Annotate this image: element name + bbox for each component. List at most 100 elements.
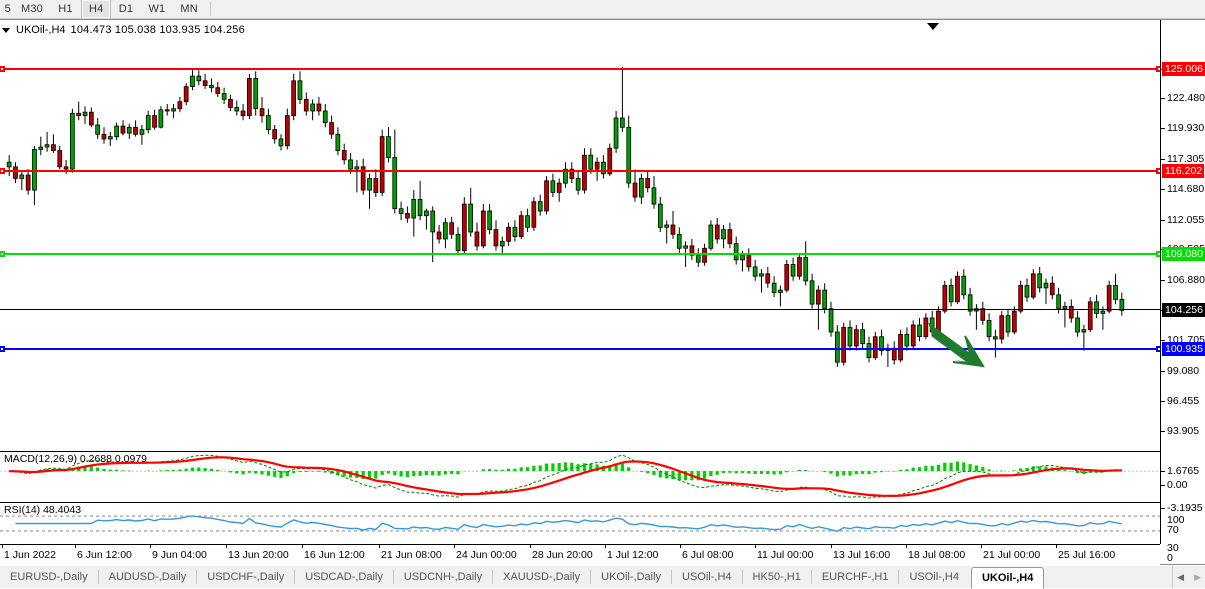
- axis-tick: [1161, 128, 1165, 129]
- time-axis-label: 1 Jun 2022: [4, 549, 56, 561]
- axis-tick: [1161, 98, 1165, 99]
- chart-tab-ukoildaily[interactable]: UKOil-,Daily: [591, 566, 671, 588]
- down-arrow-annotation[interactable]: [925, 320, 995, 370]
- macd-label: MACD(12,26,9) 0.2688 0.0979: [4, 453, 147, 465]
- level-handle-100-935[interactable]: [0, 346, 5, 352]
- time-axis-tick: [150, 545, 151, 548]
- chart-tab-usoilh4[interactable]: USOil-,H4: [899, 566, 969, 588]
- chart-tab-ukoilh4[interactable]: UKOil-,H4: [971, 567, 1044, 589]
- rsi-pane[interactable]: RSI(14) 48.4043: [0, 502, 1160, 544]
- axis-tick: [1161, 431, 1165, 432]
- chart-tab-xauusddaily[interactable]: XAUUSD-,Daily: [493, 566, 590, 588]
- time-axis-label: 13 Jun 20:00: [228, 549, 289, 561]
- time-axis-tick: [906, 545, 907, 548]
- chart-window: UKOil-,H4 104.473 105.038 103.935 104.25…: [0, 19, 1205, 565]
- rsi-series: [0, 503, 1160, 544]
- chart-tab-usoilh4[interactable]: USOil-,H4: [672, 566, 742, 588]
- time-axis-tick: [226, 545, 227, 548]
- price-axis[interactable]: 125.006 122.480 119.930 117.305 114.680 112.0…: [1160, 20, 1205, 544]
- macd-axis-tick: [1161, 508, 1165, 509]
- timeframe-mn[interactable]: MN: [173, 0, 206, 18]
- time-axis-tick: [302, 545, 303, 548]
- macd-axis-tick: [1161, 485, 1165, 486]
- macd-series: [0, 452, 1160, 501]
- timeframe-m30[interactable]: M30: [14, 0, 51, 18]
- price-tag-100-935[interactable]: 100.935: [1162, 342, 1205, 356]
- time-axis-label: 28 Jun 20:00: [532, 549, 593, 561]
- time-axis-label: 24 Jun 00:00: [456, 549, 517, 561]
- price-tag-125-006[interactable]: 125.006: [1162, 62, 1205, 76]
- candlestick-series: [0, 20, 1160, 450]
- macd-pane[interactable]: MACD(12,26,9) 0.2688 0.0979: [0, 451, 1160, 501]
- price-tag-116-202[interactable]: 116.202: [1162, 164, 1204, 178]
- macd-axis-label: 0.00: [1167, 479, 1187, 491]
- timeframe-w1[interactable]: W1: [141, 0, 173, 18]
- level-line-116-202[interactable]: [0, 170, 1160, 172]
- axis-label: 119.930: [1167, 122, 1204, 134]
- chart-tab-audusddaily[interactable]: AUDUSD-,Daily: [99, 566, 197, 588]
- time-axis-label: 16 Jun 12:00: [304, 549, 365, 561]
- axis-label: 122.480: [1167, 92, 1205, 104]
- timeframe-h4[interactable]: H4: [81, 0, 111, 18]
- axis-label: 93.905: [1167, 425, 1199, 437]
- time-axis-tick: [530, 545, 531, 548]
- time-axis-tick: [75, 545, 76, 548]
- ohlc-values: 104.473 105.038 103.935 104.256: [71, 24, 245, 36]
- time-axis-label: 21 Jul 00:00: [983, 549, 1040, 561]
- time-axis-tick: [831, 545, 832, 548]
- chart-tab-usdchfdaily[interactable]: USDCHF-,Daily: [197, 566, 294, 588]
- axis-label: 114.680: [1167, 183, 1204, 195]
- level-handle-116-202[interactable]: [0, 168, 5, 174]
- level-handle-109-080[interactable]: [0, 251, 5, 257]
- axis-label: 117.305: [1167, 153, 1204, 165]
- axis-label: 106.880: [1167, 274, 1205, 286]
- level-line-109-080[interactable]: [0, 253, 1160, 255]
- time-axis-tick: [755, 545, 756, 548]
- chart-tab-usdcnhdaily[interactable]: USDCNH-,Daily: [394, 566, 492, 588]
- triangle-down-icon[interactable]: [2, 28, 10, 33]
- axis-tick: [1161, 371, 1165, 372]
- chart-tab-eurchfh1[interactable]: EURCHF-,H1: [812, 566, 899, 588]
- axis-label: 112.055: [1167, 214, 1204, 226]
- level-handle-125-006[interactable]: [0, 66, 5, 72]
- time-axis-label: 18 Jul 08:00: [908, 549, 965, 561]
- chart-tab-usdcaddaily[interactable]: USDCAD-,Daily: [295, 566, 393, 588]
- rsi-axis-label: 0: [1167, 552, 1173, 564]
- chart-tab-eurusddaily[interactable]: EURUSD-,Daily: [0, 566, 98, 588]
- chart-tab-hk50h1[interactable]: HK50-,H1: [743, 566, 811, 588]
- symbol-label: UKOil-,H4: [16, 24, 66, 36]
- time-axis-label: 25 Jul 16:00: [1058, 549, 1115, 561]
- timeframe-5[interactable]: 5: [0, 0, 14, 18]
- price-tag-109-080[interactable]: 109.080: [1162, 247, 1205, 261]
- level-line-104-256[interactable]: [0, 309, 1160, 310]
- tab-next-button[interactable]: ▶: [1194, 572, 1201, 583]
- time-axis-label: 13 Jul 16:00: [833, 549, 890, 561]
- axis-tick: [1161, 280, 1165, 281]
- axis-label: 99.080: [1167, 365, 1199, 377]
- macd-axis-label: 1.6765: [1167, 465, 1199, 477]
- macd-axis-tick: [1161, 471, 1165, 472]
- chart-header: UKOil-,H4 104.473 105.038 103.935 104.25…: [2, 23, 249, 37]
- timeframe-h1[interactable]: H1: [51, 0, 81, 18]
- tab-prev-button[interactable]: ◀: [1177, 572, 1184, 583]
- level-line-125-006[interactable]: [0, 68, 1160, 70]
- price-pane[interactable]: [0, 20, 1160, 450]
- timeframe-d1[interactable]: D1: [111, 0, 141, 18]
- triangle-down-marker-icon[interactable]: [927, 23, 939, 30]
- axis-label: 96.455: [1167, 395, 1199, 407]
- time-axis-label: 6 Jul 08:00: [682, 549, 733, 561]
- time-axis-tick: [680, 545, 681, 548]
- price-tag-104-256[interactable]: 104.256: [1162, 303, 1205, 317]
- time-axis-tick: [454, 545, 455, 548]
- time-axis-label: 21 Jun 08:00: [381, 549, 442, 561]
- toolbar-divider: [210, 2, 211, 16]
- time-axis-tick: [379, 545, 380, 548]
- tab-nav: ◀ ▶: [1172, 566, 1205, 588]
- time-axis-tick: [981, 545, 982, 548]
- time-axis-label: 1 Jul 12:00: [607, 549, 658, 561]
- time-axis-tick: [605, 545, 606, 548]
- axis-tick: [1161, 220, 1165, 221]
